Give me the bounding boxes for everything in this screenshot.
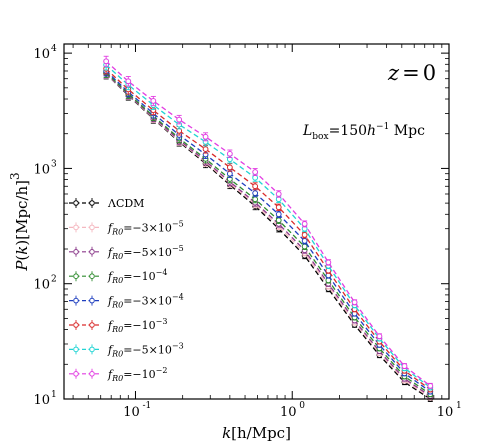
x-axis-label: k[h/Mpc]: [222, 424, 291, 442]
legend-item-2: fR0=−5×10−5: [69, 244, 184, 261]
legend-label: fR0=−5×10−3: [107, 341, 184, 358]
y-tick-exponent: 3: [51, 159, 57, 169]
legend-marker: [89, 297, 95, 304]
data-point: [351, 299, 358, 306]
data-point: [176, 116, 183, 123]
data-point: [252, 183, 259, 190]
series-line: [105, 64, 431, 388]
data-point: [252, 190, 259, 197]
series-line: [105, 60, 431, 387]
data-point: [275, 211, 282, 218]
x-tick-label: 10: [437, 405, 454, 420]
legend-marker: [89, 249, 95, 255]
annotations: z = 0 Lbox=150h−1 Mpc: [302, 61, 436, 142]
data-point: [252, 196, 259, 203]
plot-frame: [63, 43, 450, 400]
x-tick-exponent: -1: [142, 401, 151, 411]
y-tick-label: 10: [33, 278, 50, 293]
legend-marker: [73, 322, 79, 328]
legend-marker: [73, 297, 79, 304]
legend-label: fR0=−3×10−4: [107, 293, 184, 310]
legend-item-5: fR0=−10−3: [69, 317, 167, 334]
legend-marker: [73, 224, 79, 231]
series-line: [105, 73, 431, 400]
data-point: [275, 217, 282, 224]
legend-marker: [89, 273, 95, 280]
series-line: [105, 68, 431, 391]
data-point: [301, 243, 308, 250]
ticks-layer: [64, 44, 450, 400]
data-point: [301, 232, 308, 238]
data-point: [325, 259, 332, 266]
y-tick-label: 10: [33, 393, 50, 408]
data-point: [301, 238, 308, 244]
data-point: [401, 363, 408, 369]
legend-label: fR0=−3×10−5: [107, 219, 184, 236]
legend-item-3: fR0=−10−4: [69, 268, 167, 285]
redshift-annotation: z = 0: [387, 61, 436, 85]
data-point: [427, 382, 434, 389]
legend-label: fR0=−10−3: [107, 317, 167, 334]
legend-marker: [73, 200, 79, 206]
data-point: [252, 169, 259, 175]
data-point: [202, 133, 209, 140]
legend-item-6: fR0=−5×10−3: [69, 341, 184, 358]
data-point: [202, 146, 209, 153]
series-layer: [103, 55, 434, 402]
legend-marker: [89, 322, 95, 328]
legend-marker: [73, 371, 79, 377]
y-axis-label: P(k)[Mpc/h]3: [8, 172, 31, 271]
y-tick-label: 10: [33, 47, 50, 62]
legend-label: fR0=−10−2: [107, 366, 167, 383]
y-tick-exponent: 1: [51, 390, 57, 400]
data-point: [376, 333, 383, 340]
legend-marker: [89, 371, 95, 377]
legend-label: fR0=−10−4: [107, 268, 167, 285]
data-point: [275, 191, 282, 197]
data-point: [125, 78, 132, 85]
data-point: [301, 221, 308, 227]
data-point: [226, 170, 233, 177]
y-tick-exponent: 2: [51, 275, 57, 285]
legend: ΛCDM fR0=−3×10−5 fR0=−5×10−5 fR0=−10−4 fR0=−…: [69, 197, 184, 383]
labels-layer: 10 -1 10 0 10 110 110 210 310 4k[h/Mpc]P(k)[Mpc/h…: [8, 44, 462, 442]
data-point: [226, 164, 233, 171]
series-line: [105, 70, 431, 393]
data-point: [226, 150, 233, 157]
series-line: [105, 72, 431, 397]
data-point: [103, 58, 110, 65]
series-line: [105, 73, 431, 399]
legend-marker: [73, 249, 79, 255]
legend-item-0: ΛCDM: [69, 197, 144, 210]
legend-label: ΛCDM: [107, 197, 144, 210]
x-tick-label: 10: [280, 405, 297, 420]
series-7: [103, 55, 434, 389]
legend-label: fR0=−5×10−5: [107, 244, 184, 261]
x-tick-label: 10: [123, 405, 140, 420]
data-point: [150, 98, 157, 104]
legend-item-4: fR0=−3×10−4: [69, 293, 184, 310]
x-tick-exponent: 1: [456, 401, 462, 411]
legend-marker: [73, 273, 79, 280]
legend-marker: [89, 224, 95, 231]
x-tick-exponent: 0: [299, 401, 305, 411]
legend-item-7: fR0=−10−2: [69, 366, 167, 383]
series-line: [105, 71, 431, 395]
legend-item-1: fR0=−3×10−5: [69, 219, 184, 236]
y-tick-label: 10: [33, 162, 50, 177]
box-size-annotation: Lbox=150h−1 Mpc: [302, 122, 425, 142]
data-point: [275, 204, 282, 211]
data-point: [252, 174, 259, 181]
legend-marker: [89, 346, 95, 353]
y-tick-exponent: 4: [51, 44, 57, 54]
legend-marker: [89, 200, 95, 206]
legend-marker: [73, 346, 79, 353]
